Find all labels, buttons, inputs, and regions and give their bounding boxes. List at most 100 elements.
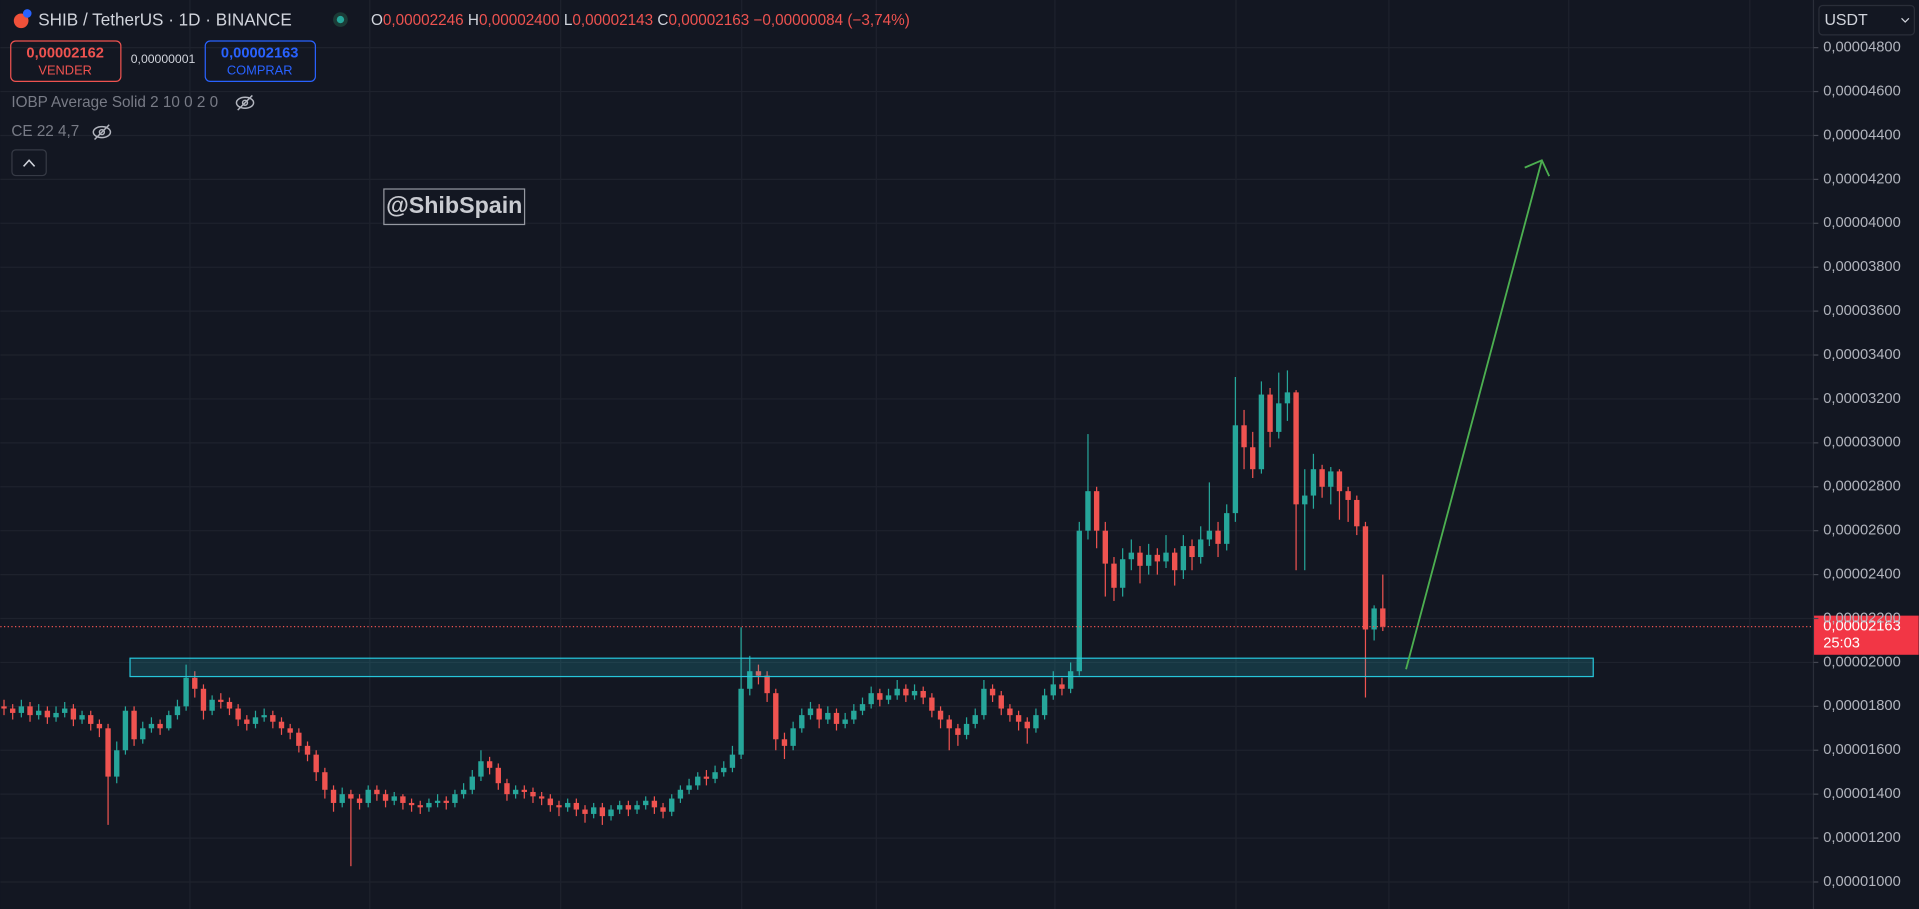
- candle-body: [660, 807, 666, 812]
- ohlc-values: O0,00002246 H0,00002400 L0,00002143 C0,0…: [371, 12, 910, 29]
- candle-body: [36, 710, 42, 716]
- candle-body: [1250, 447, 1256, 470]
- candle-body: [747, 671, 753, 689]
- candle-body: [1024, 721, 1030, 729]
- ohlc-label: L: [564, 12, 573, 29]
- hide-icon[interactable]: [92, 124, 112, 140]
- candle-body: [1076, 530, 1082, 672]
- candle-body: [1111, 563, 1117, 588]
- ohlc-value: 0,00002163: [668, 12, 749, 29]
- y-tick-label: 0,00001600: [1823, 742, 1901, 758]
- y-tick-label: 0,00004000: [1823, 215, 1901, 231]
- candle-body: [816, 708, 822, 720]
- candle-body: [955, 728, 961, 735]
- target-arrow: [1405, 159, 1551, 670]
- candle-body: [443, 800, 449, 803]
- dropdown-icon: [1901, 17, 1910, 23]
- market-status-dot: [336, 15, 345, 24]
- candle-body: [1276, 403, 1282, 432]
- candle-body: [330, 789, 337, 803]
- candle-body: [382, 794, 389, 801]
- y-tick-label: 0,00002000: [1823, 654, 1901, 670]
- candle-body: [53, 712, 59, 718]
- candle-body: [166, 715, 172, 729]
- y-tick-label: 0,00001000: [1823, 874, 1901, 890]
- candle-body: [1137, 552, 1143, 566]
- candle-body: [278, 721, 285, 729]
- candle-body: [1007, 708, 1013, 716]
- collapse-button[interactable]: [11, 149, 47, 177]
- candle-body: [1171, 552, 1178, 571]
- candle-body: [807, 708, 814, 716]
- candle-body: [27, 706, 33, 716]
- horizontal-grid: [0, 47, 1814, 883]
- ohlc-label: H: [468, 12, 479, 29]
- candle-body: [573, 802, 580, 810]
- currency-select[interactable]: [1818, 4, 1915, 36]
- candle-body: [868, 693, 874, 705]
- candle-body: [88, 715, 94, 724]
- indicator-label[interactable]: CE 22 4,7: [11, 123, 79, 140]
- candle-body: [1362, 526, 1369, 630]
- y-tick-label: 0,00003600: [1823, 303, 1901, 319]
- candle-body: [911, 690, 918, 696]
- candle-body: [877, 693, 883, 700]
- candle-body: [1206, 530, 1213, 540]
- candle-body: [781, 739, 788, 746]
- price-tag: [1813, 615, 1919, 655]
- buy-button[interactable]: [204, 40, 316, 82]
- watermark: @ShibSpain: [386, 192, 522, 218]
- ohlc-label: O: [371, 12, 383, 29]
- candle-body: [1267, 394, 1273, 432]
- candle-body: [1059, 684, 1065, 689]
- candle-body: [408, 802, 415, 806]
- indicator-label[interactable]: IOBP Average Solid 2 10 0 2 0: [11, 94, 218, 111]
- candle-body: [512, 789, 519, 795]
- candle-body: [634, 805, 640, 810]
- candle-body: [1328, 471, 1334, 487]
- candle-body: [226, 701, 233, 709]
- y-tick-label: 0,00004600: [1823, 83, 1901, 99]
- y-tick-label: 0,00003400: [1823, 347, 1901, 363]
- candle-body: [833, 712, 840, 724]
- candle-body: [96, 723, 103, 729]
- candle-body: [538, 796, 545, 799]
- candle-body: [174, 706, 181, 716]
- candle-body: [530, 791, 536, 797]
- currency: USDT: [1824, 12, 1868, 29]
- candle-body: [62, 708, 68, 713]
- candle-body: [790, 728, 796, 746]
- candle-body: [1154, 554, 1161, 562]
- candle-body: [773, 693, 779, 740]
- y-tick-label: 0,00003200: [1823, 391, 1901, 407]
- candle-body: [486, 761, 493, 768]
- candle-body: [244, 719, 250, 724]
- vertical-grid: [189, 0, 1751, 909]
- candle-body: [1310, 469, 1317, 496]
- candle-body: [1354, 499, 1360, 527]
- y-tick-label: 0,00001200: [1823, 830, 1901, 846]
- symbol-logo: [13, 13, 29, 29]
- candle-body: [504, 783, 510, 795]
- candle-body: [1232, 425, 1239, 514]
- symbol-title[interactable]: SHIB / TetherUS · 1D · BINANCE: [38, 10, 292, 29]
- candle-body: [235, 708, 241, 720]
- buy-label: COMPRAR: [227, 62, 293, 77]
- y-tick-label: 0,00002400: [1823, 566, 1901, 582]
- candle-body: [148, 723, 155, 729]
- candle-body: [937, 710, 944, 720]
- candle-body: [894, 688, 900, 696]
- y-tick-label: 0,00003800: [1823, 259, 1901, 275]
- candle-body: [287, 728, 293, 733]
- hide-icon[interactable]: [235, 94, 255, 111]
- support-zone: [129, 657, 1594, 678]
- candle-body: [1015, 715, 1022, 722]
- sell-button[interactable]: [10, 40, 122, 82]
- candle-body: [1371, 608, 1377, 630]
- y-tick-label: 0,00004200: [1823, 171, 1901, 187]
- candle-body: [1380, 608, 1386, 627]
- y-tick-label: 0,00004400: [1823, 127, 1901, 143]
- sell-price: 0,00002162: [26, 46, 104, 62]
